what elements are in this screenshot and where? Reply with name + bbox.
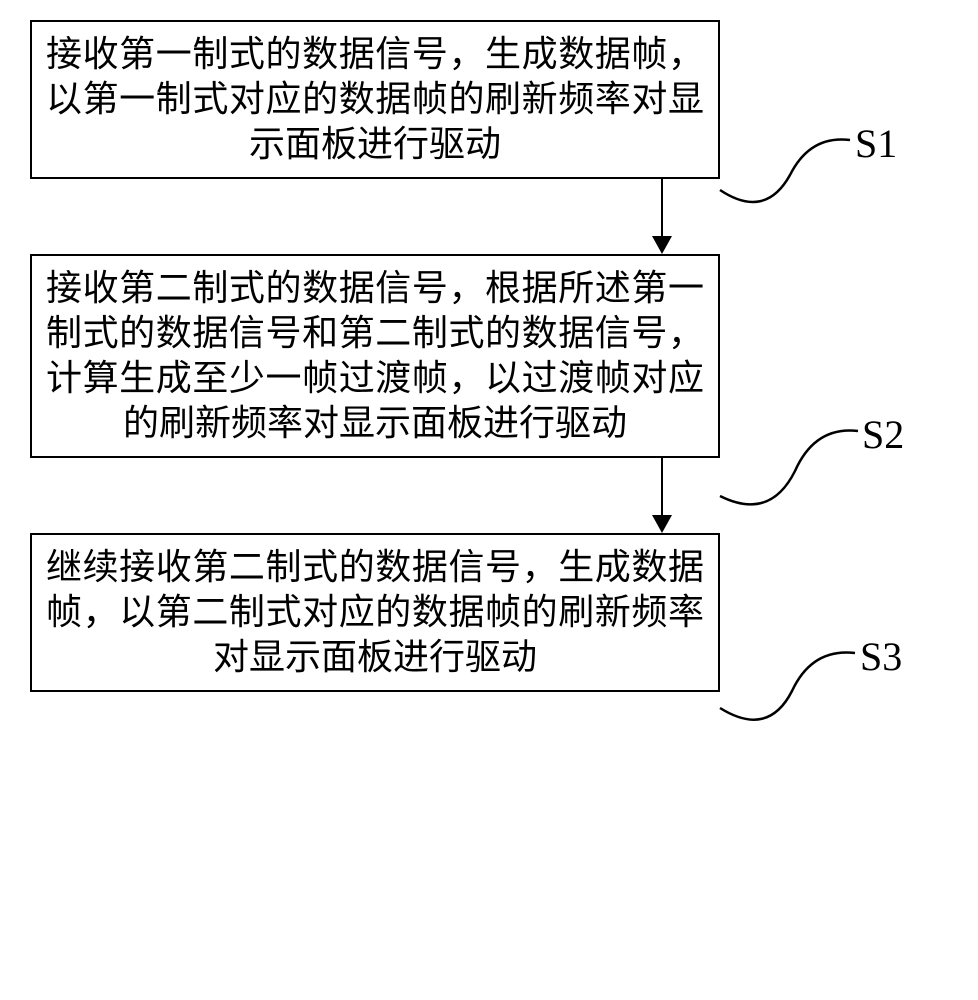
flowchart-container: 接收第一制式的数据信号，生成数据帧，以第一制式对应的数据帧的刷新频率对显示面板进…	[30, 20, 950, 692]
callout-line-s2	[720, 376, 865, 516]
arrow-s1-s2	[373, 179, 950, 254]
step-box-s1: 接收第一制式的数据信号，生成数据帧，以第一制式对应的数据帧的刷新频率对显示面板进…	[30, 20, 720, 179]
arrow-head-icon	[652, 236, 672, 254]
step-label-s1: S1	[855, 120, 897, 167]
flow-step-s3: 继续接收第二制式的数据信号，生成数据帧，以第二制式对应的数据帧的刷新频率对显示面…	[30, 533, 950, 692]
step-text-s2: 接收第二制式的数据信号，根据所述第一制式的数据信号和第二制式的数据信号，计算生成…	[46, 268, 704, 443]
callout-line-s1	[720, 90, 860, 210]
flow-step-s2: 接收第二制式的数据信号，根据所述第一制式的数据信号和第二制式的数据信号，计算生成…	[30, 254, 950, 458]
step-text-s3: 继续接收第二制式的数据信号，生成数据帧，以第二制式对应的数据帧的刷新频率对显示面…	[46, 547, 704, 677]
step-text-s1: 接收第一制式的数据信号，生成数据帧，以第一制式对应的数据帧的刷新频率对显示面板进…	[46, 34, 704, 164]
arrow-head-icon	[652, 515, 672, 533]
arrow-shaft	[661, 458, 663, 515]
arrow-shaft	[661, 179, 663, 236]
step-box-s2: 接收第二制式的数据信号，根据所述第一制式的数据信号和第二制式的数据信号，计算生成…	[30, 254, 720, 458]
step-label-s2: S2	[862, 411, 904, 458]
step-box-s3: 继续接收第二制式的数据信号，生成数据帧，以第二制式对应的数据帧的刷新频率对显示面…	[30, 533, 720, 692]
flow-step-s1: 接收第一制式的数据信号，生成数据帧，以第一制式对应的数据帧的刷新频率对显示面板进…	[30, 20, 950, 179]
step-label-s3: S3	[860, 633, 902, 680]
callout-line-s3	[720, 603, 865, 733]
